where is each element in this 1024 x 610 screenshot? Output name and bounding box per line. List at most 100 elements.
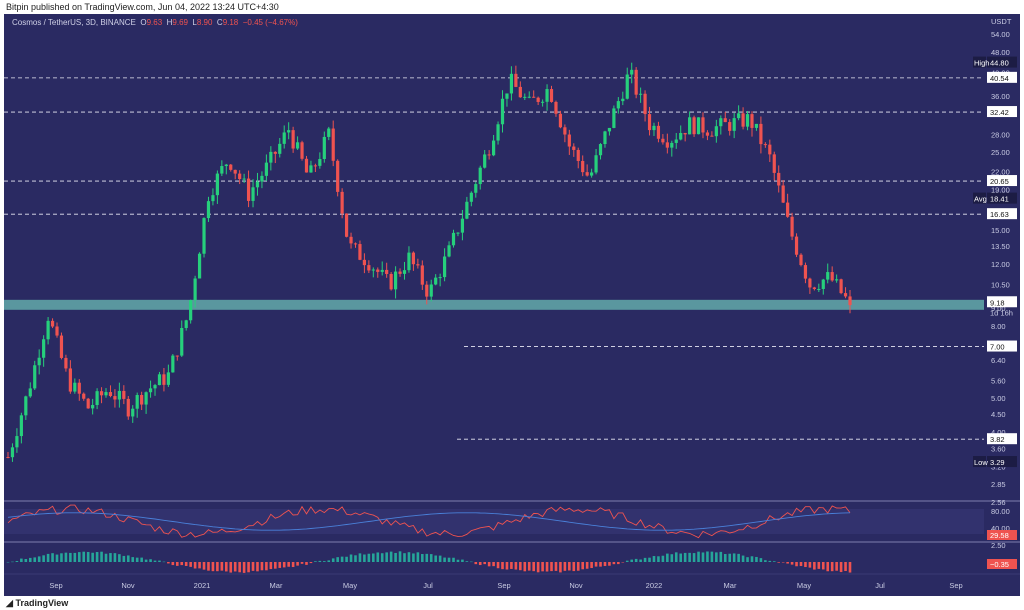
macd-bar (723, 554, 727, 562)
level-5-tag: 7.00 (990, 343, 1005, 352)
macd-bar (487, 562, 491, 567)
macd-bar (421, 554, 424, 562)
candle (55, 326, 59, 336)
macd-bar (505, 562, 509, 570)
candle (37, 357, 41, 366)
candle (215, 173, 219, 196)
candle (581, 160, 585, 173)
candle (447, 245, 451, 257)
price-axis-tick: 54.00 (991, 30, 1010, 39)
macd-bar (216, 562, 219, 572)
candle (344, 213, 349, 237)
chart-area[interactable]: USDT54.0048.0042.0036.0032.0028.0025.002… (4, 14, 1020, 596)
tradingview-logo[interactable]: ◢ TradingView (6, 596, 68, 610)
candle (612, 108, 616, 128)
time-axis-tick: Sep (49, 581, 62, 590)
macd-bar (251, 562, 255, 571)
high-label: High (974, 59, 989, 68)
macd-bar (510, 562, 513, 569)
candle (175, 355, 179, 357)
time-axis-tick: Jul (875, 581, 885, 590)
close-value: 9.18 (222, 18, 239, 27)
macd-bar (331, 558, 335, 562)
candle (64, 357, 68, 369)
avg-label-bg (973, 192, 986, 204)
candle (558, 113, 563, 128)
candle (652, 125, 656, 131)
candle (518, 86, 522, 98)
candle (835, 279, 839, 281)
macd-bar (447, 557, 451, 562)
macd-bar (434, 555, 437, 562)
candle (73, 382, 77, 392)
avg-tag-bg (987, 192, 1017, 204)
price-axis-tick: 5.00 (991, 394, 1006, 403)
candle (171, 355, 175, 373)
macd-bar (385, 552, 388, 562)
candle (246, 178, 251, 201)
level-2-tag-bg (987, 106, 1017, 118)
candle (402, 270, 407, 274)
candle (639, 93, 643, 95)
macd-bar (527, 562, 531, 571)
rsi-tick: 2.50 (991, 541, 1006, 550)
candle (451, 232, 456, 246)
macd-bar (581, 562, 584, 570)
candle (429, 284, 433, 297)
candle (812, 287, 816, 289)
macd-bar (830, 562, 834, 572)
candle (674, 139, 678, 143)
macd-bar (69, 552, 72, 562)
macd-bar (617, 562, 620, 565)
tv-icon: ◢ (6, 598, 13, 608)
macd-bar (643, 557, 647, 562)
macd-bar (211, 562, 215, 572)
macd-bar (768, 560, 772, 562)
candle (741, 113, 745, 127)
macd-bar (149, 559, 152, 562)
candle (719, 118, 723, 127)
candle (456, 232, 460, 234)
macd-bar (692, 553, 696, 562)
macd-bar (594, 562, 598, 567)
candle (527, 96, 531, 98)
candle (211, 195, 215, 202)
candle (696, 117, 701, 135)
candle (469, 192, 473, 202)
candle (572, 146, 576, 150)
candle (99, 391, 104, 396)
candle (554, 101, 558, 114)
candle (683, 132, 687, 135)
price-axis-tick: 4.50 (991, 410, 1006, 419)
price-chart[interactable]: USDT54.0048.0042.0036.0032.0028.0025.002… (4, 14, 1020, 596)
candle (282, 132, 286, 144)
rsi-value: 29.58 (990, 531, 1009, 540)
candle (759, 123, 763, 145)
macd-bar (131, 557, 135, 562)
candle (113, 396, 117, 400)
macd-bar (233, 562, 237, 572)
macd-bar (175, 562, 179, 566)
macd-bar (470, 561, 473, 563)
candle (745, 114, 750, 127)
candle (42, 339, 46, 358)
candle (483, 154, 487, 168)
macd-bar (808, 562, 812, 568)
candle (255, 181, 260, 188)
candle (621, 98, 625, 102)
candle (46, 320, 50, 340)
macd-bar (113, 553, 117, 562)
macd-bar (639, 559, 642, 562)
candle (24, 396, 28, 416)
candle (786, 202, 790, 217)
macd-bar (202, 562, 206, 570)
macd-bar (291, 562, 295, 568)
macd-bar (282, 562, 286, 568)
macd-bar (287, 562, 290, 567)
macd-bar (839, 562, 843, 573)
macd-bar (260, 562, 264, 571)
macd-bar (603, 562, 607, 567)
candle (826, 272, 830, 280)
candle (710, 135, 714, 137)
macd-bar (755, 556, 758, 562)
